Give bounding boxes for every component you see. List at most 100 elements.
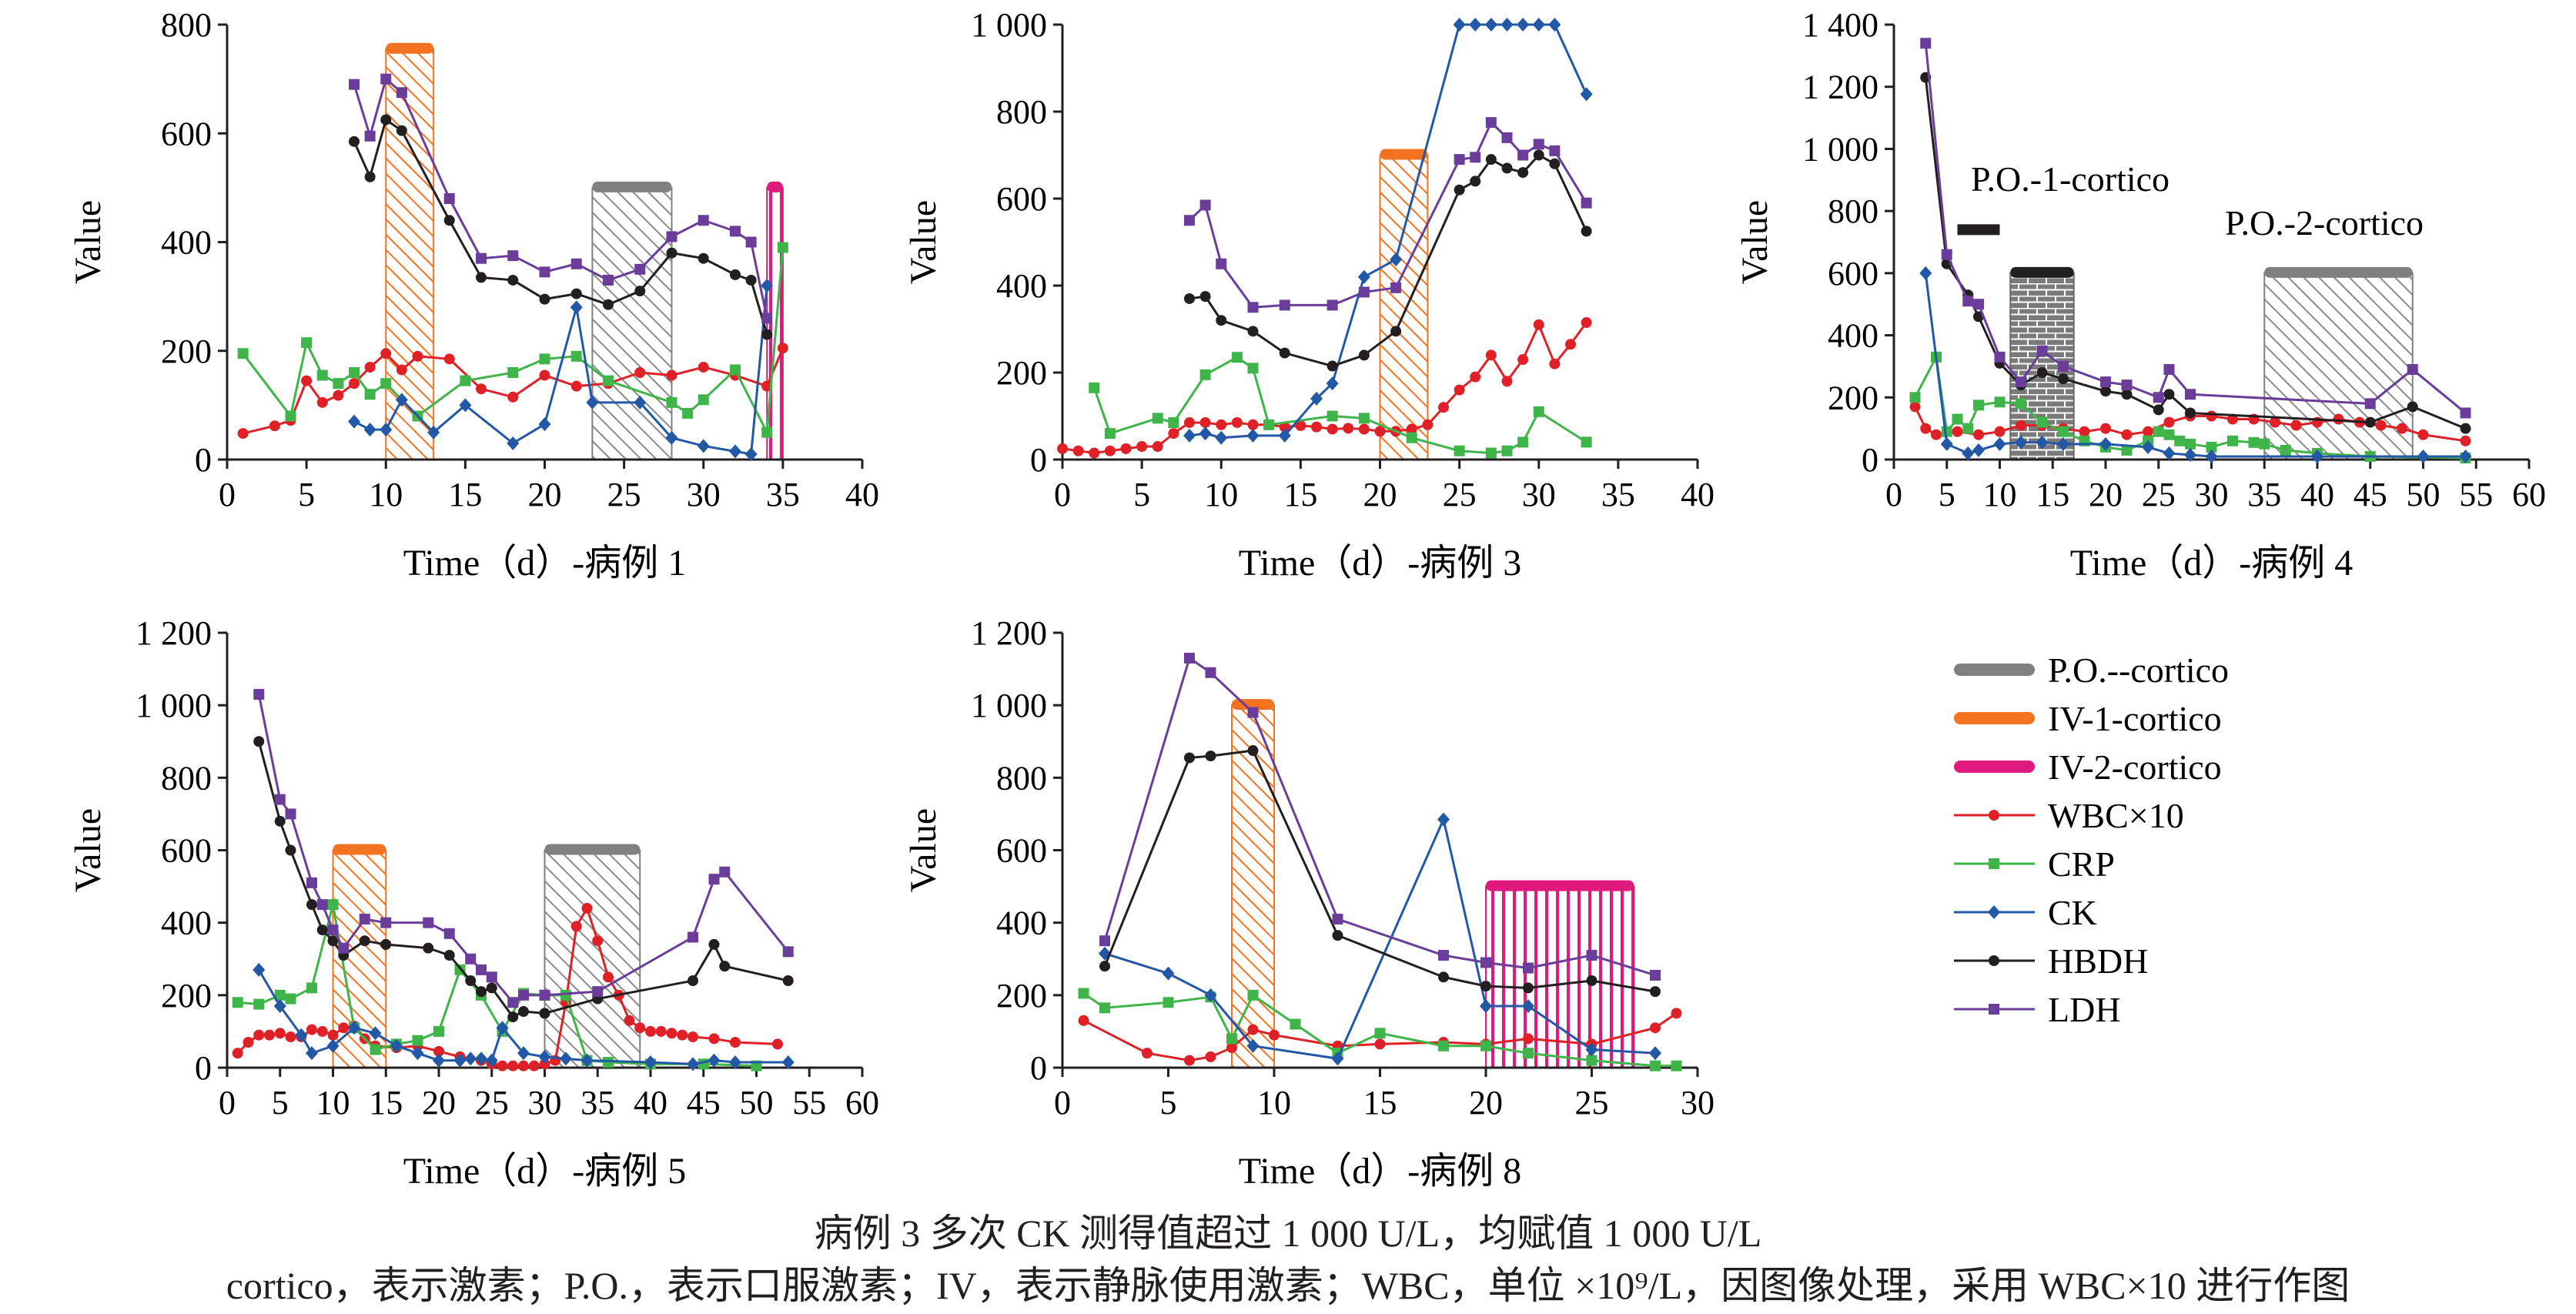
data-point-crp (1454, 445, 1465, 456)
data-point-crp (1358, 413, 1370, 424)
y-tick-label: 1 400 (1802, 6, 1878, 44)
data-point-crp (2153, 426, 2164, 437)
data-point-crp (2121, 444, 2133, 456)
data-point-hbdh (1549, 158, 1561, 169)
series-line-wbc-10 (1062, 322, 1587, 455)
data-point-wbc-10 (2016, 420, 2026, 431)
data-point-wbc-10 (1057, 443, 1068, 454)
data-point-wbc-10 (518, 1060, 529, 1072)
data-point-crp (274, 989, 286, 1001)
y-tick-label: 800 (161, 6, 212, 44)
series-ck (253, 962, 795, 1072)
data-point-crp (1517, 436, 1529, 448)
data-point-ldh (253, 689, 265, 700)
data-point-wbc-10 (1247, 419, 1259, 430)
data-point-ck (433, 1053, 445, 1068)
x-tick-label: 40 (2300, 476, 2334, 513)
data-point-ldh (2058, 360, 2069, 372)
band-iv-2-2 (766, 186, 784, 460)
x-tick-label: 0 (219, 1084, 236, 1122)
x-tick-label: 20 (1469, 1084, 1503, 1122)
x-tick-label: 5 (1160, 1084, 1177, 1122)
x-axis-label: Time（d）-病例 5 (403, 1151, 687, 1192)
data-point-hbdh (465, 975, 477, 986)
data-point-wbc-10 (476, 383, 487, 395)
data-point-ck (453, 1053, 467, 1068)
data-point-wbc-10 (253, 1029, 265, 1041)
data-point-ck (586, 395, 599, 410)
y-tick-label: 1 000 (971, 687, 1047, 724)
data-point-wbc-10 (264, 1029, 275, 1041)
series-line-ck (1924, 272, 2466, 458)
data-point-hbdh (1586, 975, 1597, 986)
data-point-hbdh (1247, 745, 1259, 757)
data-point-hbdh (1454, 184, 1465, 196)
data-point-wbc-10 (1205, 1051, 1216, 1062)
y-axis-label: Value (1735, 200, 1775, 284)
series-hbdh (253, 736, 794, 1023)
data-point-ck (1585, 1042, 1598, 1057)
x-tick-label: 5 (272, 1084, 289, 1122)
y-tick-label: 1 200 (135, 614, 212, 652)
data-point-ck (1522, 998, 1534, 1013)
x-axis-label: Time（d）-病例 8 (1239, 1151, 1522, 1192)
data-point-ldh (1480, 957, 1491, 968)
y-tick-label: 1 000 (971, 6, 1047, 44)
series-line-hbdh (1103, 749, 1656, 993)
data-point-crp (1480, 1040, 1491, 1052)
x-tick-label: 35 (2247, 476, 2281, 513)
x-tick-label: 40 (1681, 476, 1715, 513)
data-point-ldh (306, 877, 317, 888)
series-hbdh (1099, 745, 1661, 998)
data-point-crp (1523, 1048, 1534, 1059)
data-point-hbdh (2407, 401, 2418, 413)
y-tick-label: 1 000 (135, 687, 212, 724)
data-point-ldh (666, 231, 677, 242)
data-point-wbc-10 (1089, 447, 1100, 459)
data-point-ck (517, 1046, 530, 1061)
data-point-ck (464, 1052, 477, 1066)
y-tick-label: 400 (161, 224, 212, 262)
data-point-wbc-10 (285, 1031, 296, 1042)
data-point-wbc-10 (666, 369, 677, 381)
data-point-wbc-10 (1523, 1033, 1534, 1045)
data-point-ldh (285, 808, 296, 820)
data-point-hbdh (782, 975, 794, 986)
data-point-ldh (2100, 376, 2111, 388)
data-point-wbc-10 (1374, 426, 1386, 437)
data-point-wbc-10 (1343, 423, 1354, 434)
data-point-wbc-10 (306, 1024, 317, 1035)
series-line-ldh (353, 78, 768, 319)
x-tick-label: 20 (528, 476, 562, 513)
x-tick-label: 0 (1885, 476, 1902, 513)
data-point-hbdh (359, 935, 370, 947)
data-point-ldh (1533, 139, 1544, 150)
data-point-wbc-10 (624, 1015, 635, 1026)
data-point-hbdh (396, 125, 407, 136)
data-point-ck (1580, 87, 1593, 102)
y-tick-label: 0 (1862, 441, 1878, 479)
legend-label: HBDH (2048, 941, 2148, 981)
data-point-ldh (1962, 296, 1974, 307)
data-point-wbc-10 (1184, 1055, 1195, 1066)
data-point-wbc-10 (338, 1022, 350, 1034)
x-tick-label: 0 (1054, 1084, 1071, 1122)
data-point-ldh (1581, 197, 1592, 209)
data-point-wbc-10 (433, 1045, 444, 1057)
data-point-wbc-10 (2270, 416, 2280, 428)
y-tick-label: 200 (161, 977, 212, 1015)
data-point-hbdh (1332, 930, 1343, 941)
data-point-crp (730, 364, 741, 376)
data-point-ck (1199, 426, 1212, 441)
data-point-hbdh (380, 938, 392, 950)
data-point-crp (698, 394, 709, 406)
series-ldh (253, 689, 794, 1008)
data-point-wbc-10 (1470, 371, 1481, 383)
data-point-crp (2016, 398, 2026, 410)
series-ldh (1099, 652, 1661, 981)
data-point-wbc-10 (2227, 413, 2238, 425)
data-point-ck (253, 962, 266, 977)
data-point-wbc-10 (301, 375, 313, 386)
x-tick-label: 25 (475, 1084, 509, 1122)
data-point-hbdh (380, 114, 392, 125)
